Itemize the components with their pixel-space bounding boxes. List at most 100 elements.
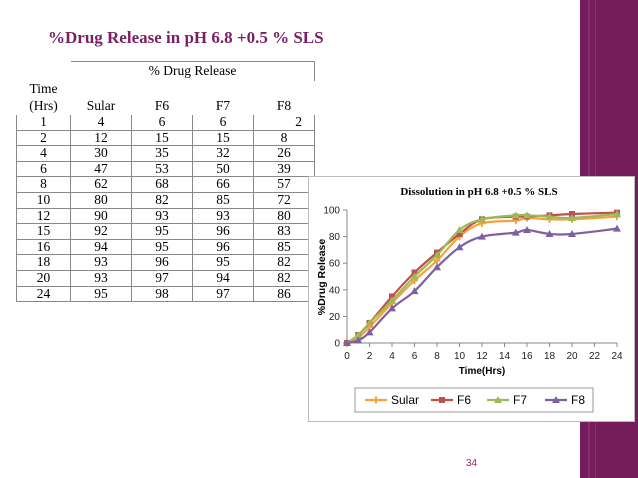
data-point [613, 224, 621, 232]
table-row: 10 80 82 85 72 [16, 191, 315, 209]
table-cell: 6 [16, 160, 71, 178]
column-header: F7 [215, 98, 231, 114]
data-point [545, 212, 554, 220]
group-header: % Drug Release [70, 61, 315, 81]
data-point [455, 225, 464, 233]
data-point [372, 396, 380, 404]
data-point [568, 213, 576, 221]
chart-title: Dissolution in pH 6.8 +0.5 % SLS [400, 186, 557, 198]
data-point [439, 397, 445, 403]
data-point [455, 243, 464, 251]
table-cell: 32 [192, 145, 254, 162]
table-cell: 83 [253, 223, 315, 240]
column-header: Sular [86, 98, 116, 114]
time-header-label: Time [29, 81, 58, 96]
data-point [511, 211, 520, 219]
data-point [354, 331, 363, 339]
table-cell: 94 [70, 238, 132, 256]
table-cell: 47 [70, 160, 132, 178]
table-cell: 96 [192, 223, 254, 240]
data-point [433, 251, 441, 259]
y-tick-label: 0 [334, 339, 340, 350]
table-cell: 8 [253, 129, 315, 147]
x-tick-label: 0 [344, 351, 350, 362]
data-point [388, 304, 396, 312]
table-row: 6 47 53 50 39 [16, 160, 315, 178]
table-cell: 10 [16, 191, 71, 209]
y-tick-label: 100 [323, 206, 340, 217]
table-cell: 30 [70, 145, 132, 162]
table-cell: 93 [70, 269, 132, 287]
data-point [613, 209, 621, 217]
table-cell: 4 [16, 145, 71, 162]
x-tick-label: 14 [499, 351, 511, 362]
page-title: %Drug Release in pH 6.8 +0.5 % SLS [48, 28, 324, 47]
table-cell: 82 [253, 254, 315, 271]
table-cell: 93 [192, 207, 254, 225]
x-tick-label: 22 [589, 351, 601, 362]
table-cell: 53 [131, 160, 193, 178]
table-cell: 15 [192, 129, 254, 147]
time-header-unit: (Hrs) [29, 98, 58, 113]
table-row: 24 95 98 97 86 [16, 285, 315, 303]
x-tick-label: 16 [521, 351, 533, 362]
legend-label: Sular [391, 393, 419, 407]
series-f8 [343, 224, 621, 346]
x-tick-label: 10 [454, 351, 466, 362]
table-cell: 85 [253, 238, 315, 256]
time-header: Time (Hrs) [17, 62, 71, 115]
data-point [523, 225, 531, 233]
data-point [494, 396, 502, 403]
table-cell: 6 [131, 114, 193, 131]
x-axis-label: Time(Hrs) [459, 366, 506, 377]
data-point [365, 319, 374, 327]
table-cell: 94 [192, 269, 254, 287]
table-cell: 95 [70, 285, 132, 303]
y-tick-label: 80 [329, 232, 341, 243]
y-tick-label: 20 [329, 312, 341, 323]
table-cell: 98 [131, 285, 193, 303]
table-cell: 57 [253, 176, 315, 193]
table-row: 4 30 35 32 26 [16, 145, 315, 162]
table-cell: 12 [70, 129, 132, 147]
data-point [478, 232, 486, 240]
data-point [354, 336, 363, 344]
table-row: 2 12 15 15 8 [16, 129, 315, 147]
table-cell: 2 [253, 114, 315, 131]
table-cell: 35 [131, 145, 193, 162]
data-point [511, 228, 520, 236]
table-cell: 95 [192, 254, 254, 271]
series-f6 [344, 209, 620, 346]
y-axis-label: %Drug Release [316, 239, 328, 316]
x-tick-label: 8 [434, 351, 440, 362]
data-point [478, 215, 486, 223]
table-cell: 95 [131, 238, 193, 256]
x-tick-label: 24 [611, 351, 623, 362]
x-tick-label: 2 [367, 351, 373, 362]
data-point [545, 229, 554, 237]
x-tick-label: 18 [544, 351, 556, 362]
table-cell: 1 [16, 114, 71, 131]
data-point [410, 272, 419, 280]
table-cell: 97 [131, 269, 193, 287]
table-cell: 12 [16, 207, 71, 225]
data-point [456, 230, 463, 237]
table-cell: 85 [192, 191, 254, 209]
table-cell: 26 [253, 145, 315, 162]
table-cell: 92 [70, 223, 132, 240]
table-cell: 20 [16, 269, 71, 287]
table-cell: 93 [70, 254, 132, 271]
table-cell: 82 [253, 269, 315, 287]
series-line [346, 227, 618, 345]
table-row: 12 90 93 93 80 [16, 207, 315, 225]
x-tick-label: 6 [412, 351, 418, 362]
column-header: F6 [154, 98, 170, 114]
legend-label: F7 [513, 393, 527, 407]
table-cell: 4 [70, 114, 132, 131]
table-cell: 15 [131, 129, 193, 147]
x-tick-label: 4 [389, 351, 395, 362]
table-cell: 82 [131, 191, 193, 209]
data-point [552, 396, 560, 403]
